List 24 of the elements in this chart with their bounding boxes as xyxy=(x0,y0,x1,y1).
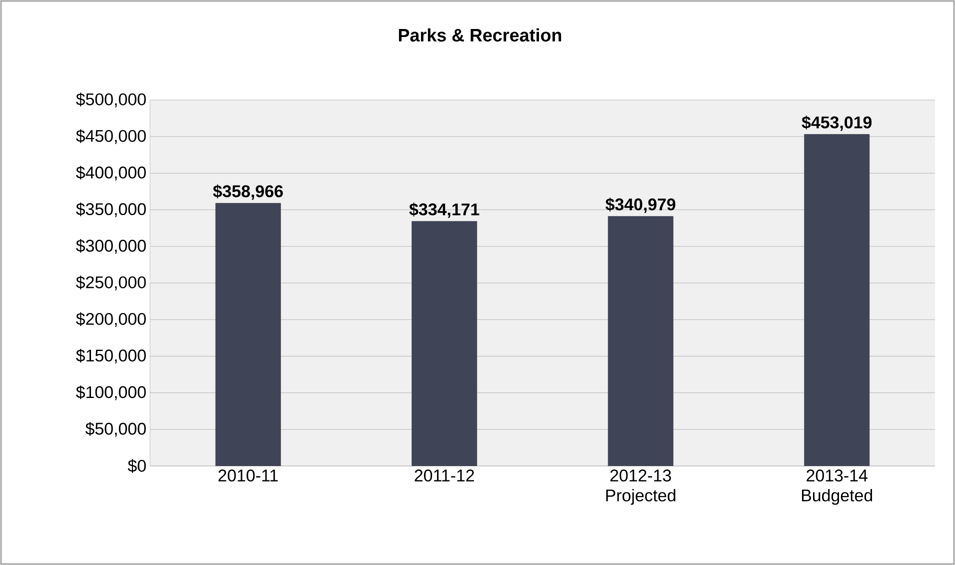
bar xyxy=(215,203,281,466)
bar xyxy=(804,134,870,466)
y-tick-label: $0 xyxy=(128,459,146,473)
y-tick-label: $500,000 xyxy=(76,92,146,108)
x-tick-label: 2012-13 Projected xyxy=(606,470,676,505)
y-tick-label: $350,000 xyxy=(76,202,146,218)
y-tick-label: $250,000 xyxy=(76,276,146,290)
y-tick-label: $450,000 xyxy=(76,129,146,144)
y-tick-label: $200,000 xyxy=(76,312,146,327)
y-tick-label: $150,000 xyxy=(76,348,146,364)
data-label: $358,966 xyxy=(213,184,283,200)
bar xyxy=(412,221,478,466)
y-tick-label: $100,000 xyxy=(76,385,146,400)
chart-title: Parks & Recreation xyxy=(398,28,562,42)
data-label: $340,979 xyxy=(606,198,676,213)
bar xyxy=(608,216,674,466)
x-tick-label: 2011-12 xyxy=(414,470,474,482)
data-label: $453,019 xyxy=(802,116,872,131)
x-tick-label: 2010-11 xyxy=(218,470,278,482)
x-tick-label: 2013-14 Budgeted xyxy=(802,470,872,505)
data-label: $334,171 xyxy=(409,202,480,218)
y-tick-label: $50,000 xyxy=(85,422,146,437)
y-tick-label: $300,000 xyxy=(76,239,146,254)
y-tick-label: $400,000 xyxy=(76,166,146,181)
